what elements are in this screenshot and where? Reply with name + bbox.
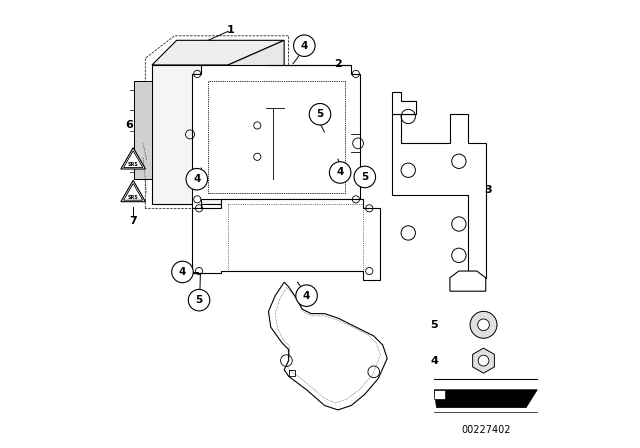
Circle shape (478, 355, 489, 366)
Circle shape (309, 103, 331, 125)
Polygon shape (192, 199, 380, 280)
Text: 5: 5 (316, 109, 324, 119)
Text: 4: 4 (301, 41, 308, 51)
Polygon shape (208, 81, 345, 193)
Text: 4: 4 (337, 168, 344, 177)
Text: 6: 6 (125, 121, 134, 130)
Text: 4: 4 (179, 267, 186, 277)
Text: 4: 4 (430, 356, 438, 366)
Polygon shape (392, 92, 417, 114)
Polygon shape (435, 390, 538, 408)
Polygon shape (450, 271, 486, 291)
Circle shape (172, 261, 193, 283)
Circle shape (470, 311, 497, 338)
Circle shape (354, 166, 376, 188)
Polygon shape (121, 181, 145, 202)
Text: 5: 5 (361, 172, 369, 182)
Text: 5: 5 (195, 295, 203, 305)
Text: 4: 4 (193, 174, 200, 184)
Polygon shape (192, 65, 360, 208)
Circle shape (294, 35, 315, 56)
Text: 7: 7 (129, 216, 137, 226)
Polygon shape (134, 81, 152, 179)
Polygon shape (473, 348, 494, 373)
Polygon shape (435, 390, 445, 399)
Text: SRS: SRS (128, 194, 138, 200)
Polygon shape (121, 148, 145, 169)
Text: SRS: SRS (128, 162, 138, 167)
Text: 5: 5 (431, 320, 438, 330)
Circle shape (186, 168, 207, 190)
Circle shape (296, 285, 317, 306)
Circle shape (477, 319, 490, 331)
Polygon shape (228, 40, 284, 204)
Text: 1: 1 (227, 25, 234, 35)
Polygon shape (152, 40, 284, 65)
Circle shape (188, 289, 210, 311)
Polygon shape (392, 101, 486, 278)
Text: 3: 3 (484, 185, 492, 195)
Circle shape (330, 162, 351, 183)
Polygon shape (152, 65, 228, 204)
Text: 2: 2 (334, 59, 342, 69)
Text: 00227402: 00227402 (461, 425, 511, 435)
Text: 4: 4 (303, 291, 310, 301)
Polygon shape (269, 282, 387, 410)
